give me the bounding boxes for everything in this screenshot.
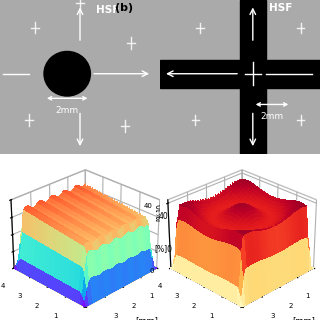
Text: 2mm: 2mm: [56, 106, 79, 115]
Text: HSF: HSF: [269, 3, 292, 13]
Text: 2mm: 2mm: [260, 112, 284, 121]
Bar: [160, 60, 320, 88]
Text: HSF: HSF: [96, 4, 119, 15]
Text: 40: 40: [158, 212, 168, 221]
Text: [%]0: [%]0: [154, 244, 172, 253]
X-axis label: [mm]: [mm]: [135, 316, 158, 320]
Circle shape: [44, 52, 91, 96]
X-axis label: [mm]: [mm]: [292, 316, 315, 320]
Text: (b): (b): [115, 3, 133, 13]
Text: [%]0: [%]0: [156, 203, 164, 221]
Bar: [240, 0, 266, 154]
